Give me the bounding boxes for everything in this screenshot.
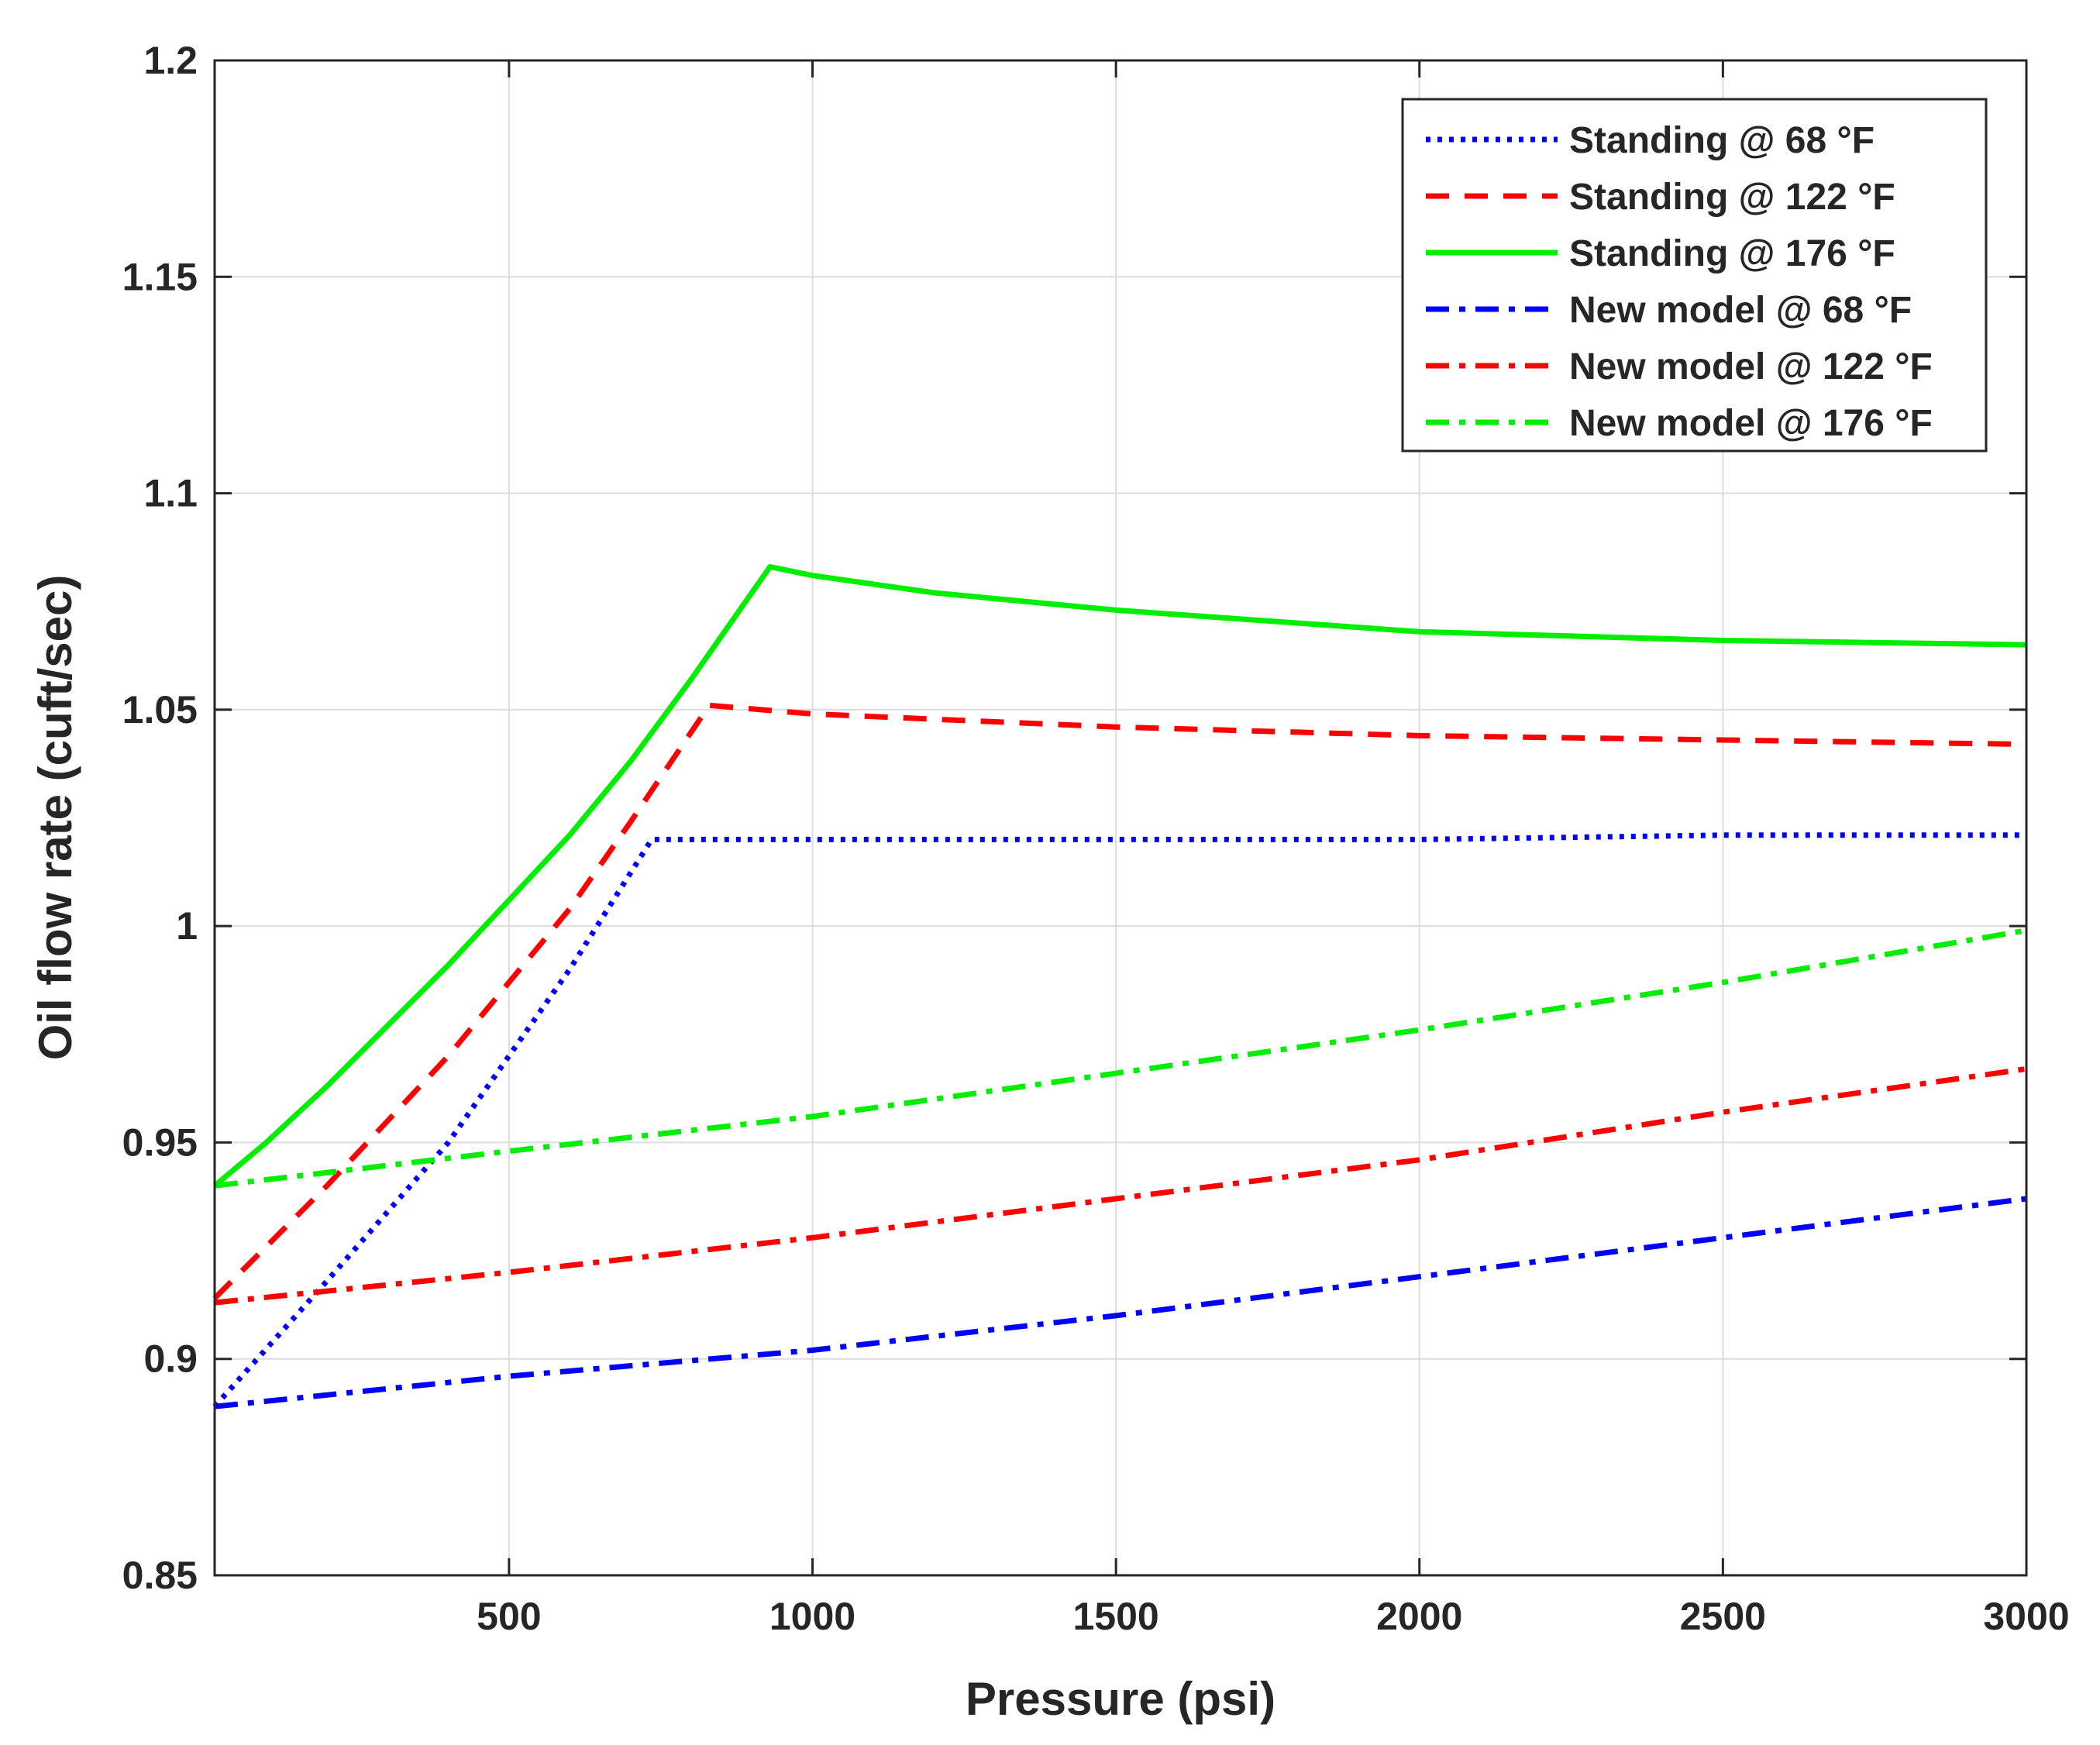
legend-items: Standing @ 68 °F Standing @ 122 °F Standin… bbox=[1426, 120, 1933, 444]
axis-ticks bbox=[215, 59, 2028, 1577]
series-line-2 bbox=[212, 702, 2027, 1300]
y-tick-label: 1.1 bbox=[143, 472, 198, 515]
x-tick-label: 3000 bbox=[1983, 1595, 2069, 1638]
y-tick-label: 1 bbox=[176, 904, 198, 948]
legend-label: Standing @ 68 °F bbox=[1569, 120, 1875, 161]
x-tick-label: 2000 bbox=[1376, 1595, 1462, 1638]
legend-label: Standing @ 176 °F bbox=[1569, 233, 1895, 274]
legend: Standing @ 68 °F Standing @ 122 °F Standin… bbox=[1401, 98, 1988, 453]
legend-label: New model @ 176 °F bbox=[1569, 403, 1933, 444]
y-axis-tick-labels: 0.85 0.9 0.95 1 1.05 1.1 1.15 1.2 bbox=[122, 39, 198, 1597]
x-axis-title: Pressure (psi) bbox=[966, 1673, 1275, 1725]
y-tick-label: 1.05 bbox=[122, 688, 198, 731]
legend-label: New model @ 68 °F bbox=[1569, 290, 1912, 331]
series-lines bbox=[212, 564, 2027, 1409]
series-line-4 bbox=[214, 1196, 2027, 1409]
x-tick-label: 500 bbox=[477, 1595, 541, 1638]
series-line-5 bbox=[214, 1066, 2027, 1306]
series-line-6 bbox=[214, 928, 2027, 1189]
x-tick-label: 1000 bbox=[769, 1595, 855, 1638]
y-axis-title: Oil flow rate (cuft/sec) bbox=[29, 575, 81, 1061]
x-axis-tick-labels: 500 1000 1500 2000 2500 3000 bbox=[477, 1595, 2069, 1638]
plot-area-frame bbox=[213, 59, 2028, 1577]
y-tick-label: 1.15 bbox=[122, 255, 198, 298]
x-tick-label: 1500 bbox=[1073, 1595, 1159, 1638]
series-line-3 bbox=[212, 564, 2027, 1188]
x-tick-label: 2500 bbox=[1680, 1595, 1766, 1638]
y-tick-label: 0.9 bbox=[143, 1337, 198, 1381]
legend-label: New model @ 122 °F bbox=[1569, 346, 1933, 387]
legend-box bbox=[1401, 98, 1988, 453]
y-tick-label: 1.2 bbox=[143, 39, 198, 82]
y-tick-label: 0.95 bbox=[122, 1120, 198, 1164]
grid-lines bbox=[215, 60, 2026, 1575]
y-tick-label: 0.85 bbox=[122, 1554, 198, 1597]
legend-label: Standing @ 122 °F bbox=[1569, 177, 1895, 218]
